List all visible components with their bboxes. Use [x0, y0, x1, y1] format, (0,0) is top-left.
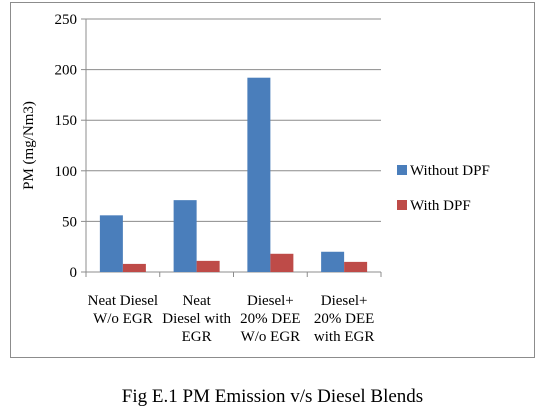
- bar-with-dpf: [196, 260, 220, 272]
- x-category-label: Diesel+ 20% DEE with EGR: [314, 293, 374, 345]
- x-category-label-line: W/o EGR: [93, 311, 153, 327]
- bar-without-dpf: [247, 77, 271, 272]
- bar-without-dpf: [173, 200, 197, 272]
- x-category-label-line: Diesel with: [162, 311, 231, 327]
- x-category-label: Diesel+ 20% DEE W/o EGR: [240, 293, 300, 345]
- y-axis-title: PM (mg/Nm3): [21, 101, 37, 190]
- bar-with-dpf: [122, 263, 146, 272]
- figure-caption: Fig E.1 PM Emission v/s Diesel Blends: [121, 386, 424, 407]
- legend-swatch-with-dpf: [397, 200, 407, 210]
- x-category-label-line: Diesel+: [247, 293, 294, 309]
- y-tick-label: 50: [62, 214, 77, 230]
- legend-label-with-dpf: With DPF: [410, 198, 471, 214]
- y-tick-label: 0: [70, 265, 78, 281]
- x-category-label-line: 20% DEE: [240, 311, 300, 327]
- x-category-label-line: with EGR: [314, 329, 374, 345]
- x-category-label: Neat Diesel W/o EGR: [88, 293, 158, 327]
- pm-emission-chart: 0 50 100 150 200 250 Neat Diesel W/o EGR Neat Die…: [21, 12, 490, 345]
- y-tick-label: 100: [55, 164, 78, 180]
- x-category-label-line: EGR: [182, 329, 212, 345]
- y-tick-label: 200: [55, 63, 78, 79]
- y-tick-label: 150: [55, 113, 78, 129]
- y-tick-label: 250: [55, 12, 78, 28]
- x-category-label-line: 20% DEE: [314, 311, 374, 327]
- bar-without-dpf: [99, 215, 123, 272]
- legend-label-without-dpf: Without DPF: [410, 163, 490, 179]
- x-category-label-line: Diesel+: [321, 293, 368, 309]
- x-category-label-line: Neat: [182, 293, 211, 309]
- legend-swatch-without-dpf: [397, 165, 407, 175]
- x-category-label-line: W/o EGR: [241, 329, 301, 345]
- x-category-label-line: Neat Diesel: [88, 293, 158, 309]
- chart-frame: 0 50 100 150 200 250 Neat Diesel W/o EGR Neat Die…: [10, 2, 535, 358]
- bar-with-dpf: [344, 261, 368, 272]
- bar-with-dpf: [270, 253, 294, 272]
- bar-without-dpf: [321, 251, 345, 272]
- x-category-label: Neat Diesel with EGR: [162, 293, 231, 345]
